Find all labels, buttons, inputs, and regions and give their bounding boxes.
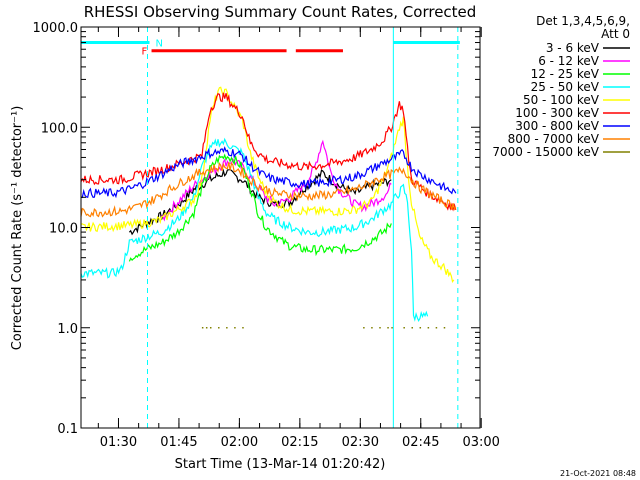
- ticks-layer: 0.1 1.0 10.0 100.0 1000.0 01:30 01:45 02:00 02:1…: [33, 21, 500, 450]
- series-line-3: [80, 137, 429, 323]
- x-tick-label: 02:45: [402, 435, 439, 450]
- plot-data-layer: NF: [80, 27, 460, 428]
- legend-label-6: 300 - 800 keV: [515, 119, 599, 133]
- x-tick-label: 03:00: [462, 435, 499, 450]
- legend-label-2: 12 - 25 keV: [531, 67, 600, 81]
- legend-label-7: 800 - 7000 keV: [508, 132, 600, 146]
- series-line-2: [128, 153, 392, 262]
- legend-header-line-2: Att 0: [601, 27, 630, 41]
- y-tick-label: 100.0: [41, 121, 78, 136]
- x-axis-label: Start Time (13-Mar-14 01:20:42): [175, 457, 386, 472]
- y-axis-label: Corrected Count Rate (s⁻¹ detector⁻¹): [10, 106, 25, 351]
- legend-label-0: 3 - 6 keV: [546, 41, 600, 55]
- legend-label-5: 100 - 300 keV: [515, 106, 599, 120]
- series-line-1: [161, 139, 392, 222]
- chart-title: RHESSI Observing Summary Count Rates, Co…: [84, 3, 477, 21]
- legend-label-4: 50 - 100 keV: [523, 93, 600, 107]
- night-flag-label: N: [156, 39, 163, 50]
- x-tick-label: 01:45: [160, 435, 197, 450]
- legend-label-1: 6 - 12 keV: [538, 54, 600, 68]
- y-tick-label: 10.0: [49, 222, 78, 237]
- x-tick-label: 02:30: [342, 435, 379, 450]
- y-tick-label: 1000.0: [33, 21, 79, 36]
- y-tick-label: 0.1: [57, 422, 78, 437]
- legend-label-3: 25 - 50 keV: [531, 80, 600, 94]
- legend-label-8: 7000 - 15000 keV: [492, 145, 599, 159]
- y-tick-label: 1.0: [57, 322, 78, 337]
- x-tick-label: 02:15: [281, 435, 318, 450]
- x-tick-label: 02:00: [221, 435, 258, 450]
- flare-flag-label: F: [142, 47, 148, 58]
- x-tick-label: 01:30: [100, 435, 137, 450]
- legend-header-line-1: Det 1,3,4,5,6,9,: [536, 14, 630, 28]
- footer-date: 21-Oct-2021 08:48: [560, 469, 636, 478]
- series-line-4: [80, 86, 455, 284]
- series-line-7: [80, 162, 457, 218]
